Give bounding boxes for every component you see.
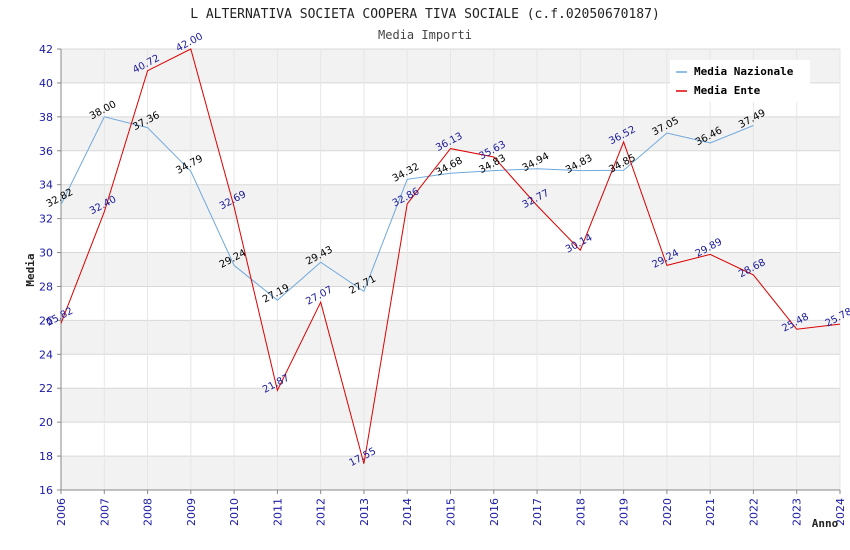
y-tick-label: 18 [39,450,53,463]
y-tick-label: 32 [39,213,53,226]
x-axis-label: Anno [812,517,839,530]
x-tick-label: 2024 [834,498,847,526]
x-tick-label: 2015 [445,498,458,526]
y-tick-label: 22 [39,382,53,395]
series-lines [60,48,841,464]
y-tick-label: 16 [39,484,53,497]
x-tick-label: 2020 [661,498,674,526]
y-tick-label: 26 [39,314,53,327]
y-tick-label: 20 [39,416,53,429]
chart-title: L ALTERNATIVA SOCIETA COOPERA TIVA SOCIA… [190,7,660,22]
series-line-media-nazionale [60,116,754,301]
chart-subtitle: Media Importi [378,28,472,42]
x-tick-label: 2009 [185,498,198,526]
y-tick-label: 34 [39,179,53,192]
y-tick-label: 42 [39,43,53,56]
x-tick-label: 2022 [747,498,760,526]
x-tick-label: 2017 [531,498,544,526]
x-tick-label: 2021 [704,498,717,526]
y-tick-label: 28 [39,280,53,293]
y-tick-label: 40 [39,77,53,90]
x-tick-label: 2023 [791,498,804,526]
x-tick-label: 2007 [98,498,111,526]
y-tick-label: 24 [39,348,53,361]
legend-box [670,60,810,102]
y-tick-label: 38 [39,111,53,124]
x-tick-label: 2006 [55,498,68,526]
x-tick-label: 2008 [142,498,155,526]
x-tick-label: 2012 [315,498,328,526]
series-line-media-ente [60,48,841,464]
legend-label-media-nazionale: Media Nazionale [694,65,794,78]
x-tick-label: 2013 [358,498,371,526]
y-axis-ticks: 16 18 20 22 24 26 28 30 32 34 36 38 40 42 [39,43,61,497]
x-tick-label: 2016 [488,498,501,526]
x-tick-label: 2019 [618,498,631,526]
gridlines [60,48,841,491]
x-tick-label: 2011 [271,498,284,526]
x-tick-label: 2014 [401,498,414,526]
y-tick-label: 36 [39,145,53,158]
x-tick-label: 2018 [574,498,587,526]
x-tick-label: 2010 [228,498,241,526]
legend-label-media-ente: Media Ente [694,84,761,97]
y-axis-label: Media [24,253,37,286]
x-axis-ticks: 2006 2007 2008 2009 2010 2011 2012 2013 2014 2015… [55,490,847,526]
y-tick-label: 30 [39,247,53,260]
legend: Media Nazionale Media Ente [670,60,810,102]
